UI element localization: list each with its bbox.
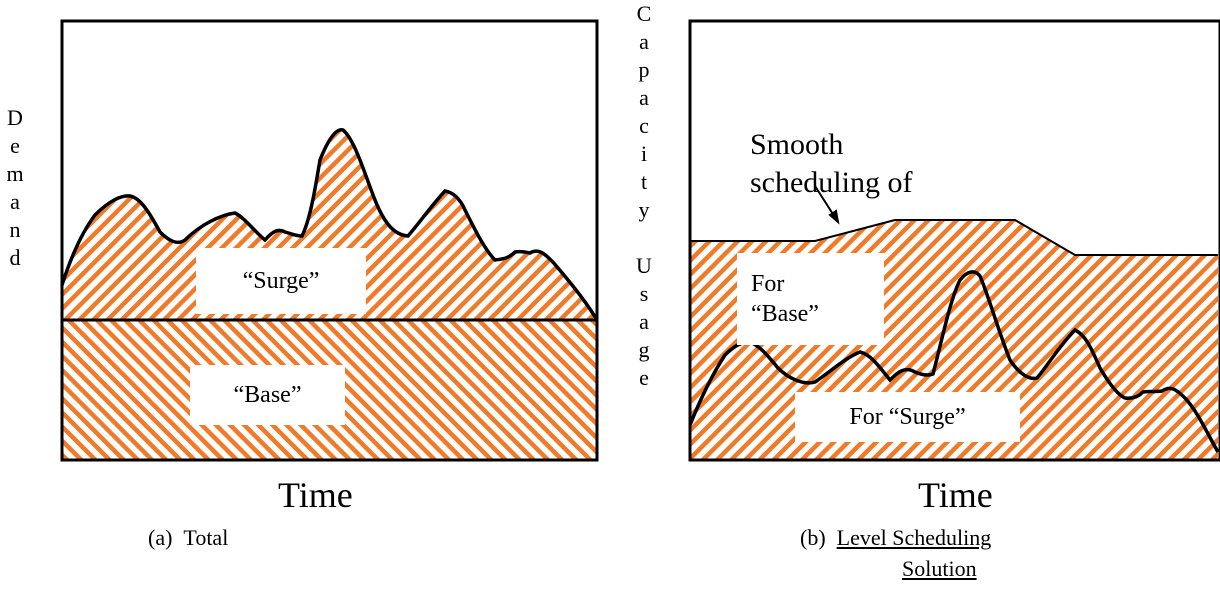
vertical-letter: a bbox=[639, 309, 649, 334]
capacity-line bbox=[690, 219, 1218, 256]
vertical-letter: a bbox=[10, 189, 20, 214]
for-surge-label: For “Surge” bbox=[849, 404, 966, 430]
smooth-annotation-line2: scheduling of bbox=[750, 166, 913, 199]
panel-a-caption: (a) Total bbox=[148, 525, 228, 551]
smooth-annotation: Smooth scheduling of bbox=[750, 126, 912, 202]
panel-a-caption-prefix: (a) bbox=[148, 525, 173, 550]
panel-a-plot bbox=[60, 19, 599, 462]
usage-curve bbox=[688, 270, 1220, 453]
vertical-letter: c bbox=[639, 113, 649, 138]
vertical-letter: s bbox=[639, 281, 649, 306]
panel-b-caption: (b) Level Scheduling bbox=[800, 525, 991, 551]
vertical-letter: U bbox=[636, 253, 652, 278]
vertical-letter: p bbox=[638, 57, 650, 82]
vertical-letter: m bbox=[6, 161, 24, 186]
surge-label-box: “Surge” bbox=[196, 248, 366, 314]
base-label: “Base” bbox=[233, 382, 302, 408]
for-base-label-line1: For bbox=[751, 271, 785, 297]
vertical-letter: D bbox=[7, 105, 23, 130]
vertical-letter: t bbox=[640, 169, 648, 194]
vertical-letter: g bbox=[638, 337, 650, 362]
smooth-annotation-line1: Smooth bbox=[750, 128, 844, 161]
vertical-letter: i bbox=[640, 141, 648, 166]
demand-curve bbox=[60, 128, 599, 321]
panel-b-caption-line1: Level Scheduling bbox=[836, 525, 992, 550]
vertical-letter: a bbox=[639, 29, 649, 54]
panel-b-frame bbox=[688, 19, 1220, 462]
vertical-letter: y bbox=[638, 197, 650, 222]
panel-a-x-axis-label: Time bbox=[278, 475, 353, 515]
vertical-letter: d bbox=[9, 245, 21, 270]
vertical-letter: C bbox=[636, 1, 652, 26]
vertical-letter: a bbox=[639, 85, 649, 110]
vertical-letter: n bbox=[9, 217, 21, 242]
panel-b-caption-line2: Solution bbox=[902, 556, 977, 581]
base-label-box: “Base” bbox=[190, 365, 345, 425]
vertical-letter: e bbox=[639, 365, 649, 390]
for-base-label-box: For “Base” bbox=[737, 253, 884, 345]
annotation-arrowhead bbox=[828, 209, 840, 225]
surge-region bbox=[62, 129, 597, 320]
panel-b-x-axis-label: Time bbox=[918, 475, 993, 515]
vertical-gap bbox=[634, 224, 654, 252]
panel-a-caption-text: Total bbox=[183, 525, 229, 550]
vertical-letter: e bbox=[10, 133, 20, 158]
panel-b-caption-prefix: (b) bbox=[800, 525, 826, 550]
for-surge-label-box: For “Surge” bbox=[795, 392, 1020, 442]
for-base-label-line2: “Base” bbox=[751, 301, 819, 327]
panel-a-frame bbox=[60, 19, 599, 462]
surge-label: “Surge” bbox=[242, 268, 320, 294]
